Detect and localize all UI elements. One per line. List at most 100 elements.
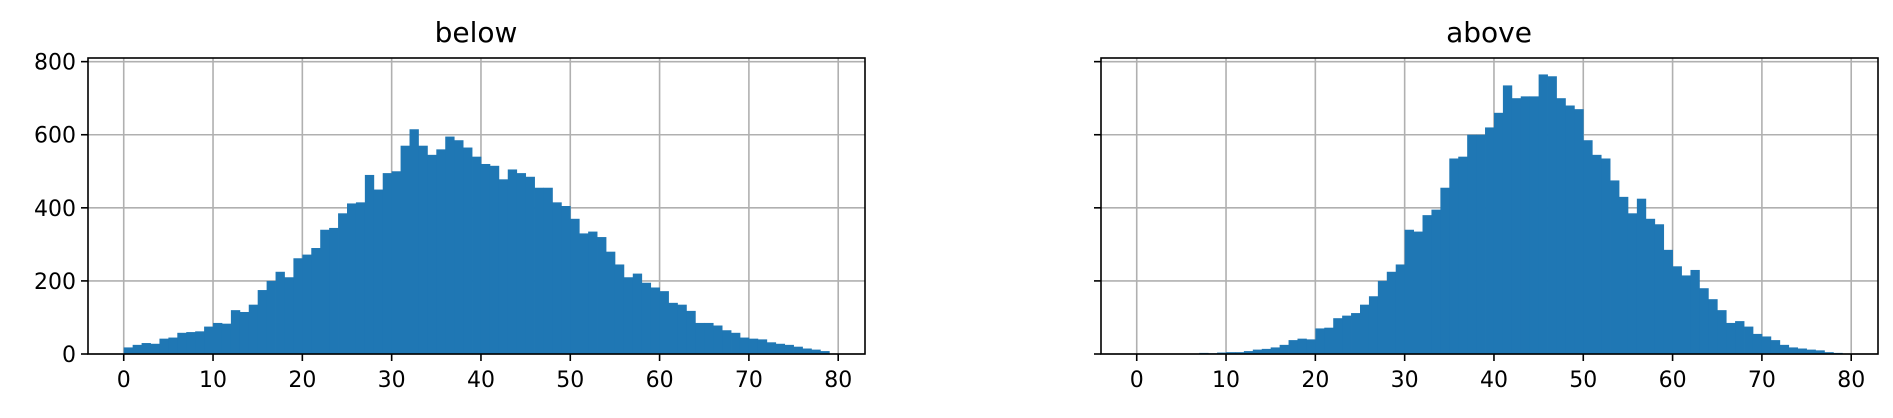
histogram-bar xyxy=(811,349,821,354)
histogram-bar xyxy=(338,213,348,354)
x-tick-label: 20 xyxy=(1301,368,1329,393)
histogram-bar xyxy=(704,322,714,354)
histogram-bar xyxy=(1404,229,1414,354)
histogram-bar xyxy=(1467,134,1477,354)
histogram-bar xyxy=(1288,340,1298,354)
histogram-bar xyxy=(248,304,259,354)
histogram-bar xyxy=(561,206,571,354)
histogram-bar xyxy=(1699,288,1709,354)
histogram-bar xyxy=(1342,315,1352,354)
histogram-bar xyxy=(1476,134,1486,354)
chart-title-above: above xyxy=(1446,16,1532,49)
histogram-bar xyxy=(1538,74,1548,354)
histogram-bar xyxy=(1797,348,1807,354)
histogram-bar xyxy=(230,310,241,354)
y-tick-label: 800 xyxy=(34,51,76,76)
histogram-bar xyxy=(1779,344,1790,354)
histogram-bar xyxy=(445,136,455,354)
histogram-bar xyxy=(570,218,580,354)
histogram-bar xyxy=(1395,264,1406,354)
y-tick-label: 0 xyxy=(62,343,76,368)
histogram-bar xyxy=(1583,140,1593,354)
axes-frame-above xyxy=(1100,57,1879,355)
bars-below xyxy=(123,129,830,354)
histogram-bar xyxy=(150,343,160,354)
histogram-bar xyxy=(1645,218,1656,354)
histogram-bar xyxy=(731,332,741,354)
histogram-bar xyxy=(1672,266,1682,354)
histogram-bar xyxy=(177,332,187,354)
histogram-bar xyxy=(463,147,473,354)
histogram-bar xyxy=(1386,271,1397,354)
histogram-bar xyxy=(659,291,669,354)
histogram-bar xyxy=(1752,333,1763,354)
histogram-bar xyxy=(1601,158,1611,354)
histogram-bar xyxy=(436,149,446,354)
x-tick-label: 0 xyxy=(1130,368,1144,393)
histogram-bar xyxy=(1315,328,1325,354)
histogram-bar xyxy=(650,287,660,354)
histogram-bar xyxy=(1485,127,1495,355)
histogram-bar xyxy=(1556,98,1566,354)
histogram-bar xyxy=(623,277,634,354)
histogram-bar xyxy=(1511,98,1522,354)
x-tick-label: 20 xyxy=(288,368,316,393)
histogram-bar xyxy=(802,348,812,354)
histogram-bar xyxy=(748,338,759,354)
histogram-bar xyxy=(525,176,535,354)
histogram-bar xyxy=(1726,322,1736,354)
histogram-bar xyxy=(606,251,616,354)
histogram-bar xyxy=(1458,156,1468,354)
histogram-bar xyxy=(489,165,500,354)
histogram-bar xyxy=(1717,310,1727,354)
histogram-bar xyxy=(1520,96,1531,355)
histogram-bar xyxy=(722,330,732,354)
histogram-bar xyxy=(1824,352,1834,354)
histogram-bar xyxy=(534,187,544,354)
histogram-bar xyxy=(766,342,777,354)
x-tick-label: 70 xyxy=(735,368,763,393)
histogram-bar xyxy=(391,171,401,354)
histogram-bar xyxy=(364,174,375,354)
x-tick-label: 70 xyxy=(1748,368,1776,393)
histogram-bar xyxy=(1422,215,1432,354)
histogram-bar xyxy=(204,326,214,354)
histogram-bar xyxy=(597,237,607,354)
histogram-bar xyxy=(552,202,562,354)
histogram-bar xyxy=(1574,109,1584,354)
histogram-bar xyxy=(1234,352,1245,354)
histogram-bar xyxy=(284,277,294,354)
histogram-bar xyxy=(1306,339,1316,354)
histogram-bar xyxy=(159,338,169,354)
histogram-bar xyxy=(1377,280,1388,354)
histogram-bar xyxy=(1592,154,1602,354)
y-tick-label: 600 xyxy=(34,124,76,149)
histogram-bar xyxy=(1565,105,1575,354)
histogram-bar xyxy=(1619,196,1629,354)
histogram-bar xyxy=(1502,85,1513,354)
histogram-bar xyxy=(588,231,598,354)
axes-frame-below xyxy=(87,57,866,355)
x-tick-label: 80 xyxy=(824,368,852,393)
x-tick-label: 80 xyxy=(1837,368,1865,393)
histogram-bar xyxy=(757,339,768,354)
histogram-bar xyxy=(1681,275,1691,354)
histogram-bar xyxy=(1627,213,1638,354)
histogram-bar xyxy=(614,264,625,354)
histogram-bar xyxy=(311,248,321,354)
histogram-bar xyxy=(1610,180,1620,354)
histogram-bar xyxy=(275,271,285,354)
histogram-bar xyxy=(355,202,366,354)
histogram-bar xyxy=(632,273,643,354)
histogram-bar xyxy=(132,344,142,354)
histogram-bar xyxy=(186,332,196,354)
histogram-bar xyxy=(516,173,527,354)
histogram-bar xyxy=(784,344,794,354)
histogram-bar xyxy=(472,156,482,354)
histogram-bar xyxy=(1493,112,1504,354)
histogram-bar xyxy=(677,304,687,354)
histogram-bar xyxy=(579,233,589,354)
histogram-bar xyxy=(1815,350,1825,354)
